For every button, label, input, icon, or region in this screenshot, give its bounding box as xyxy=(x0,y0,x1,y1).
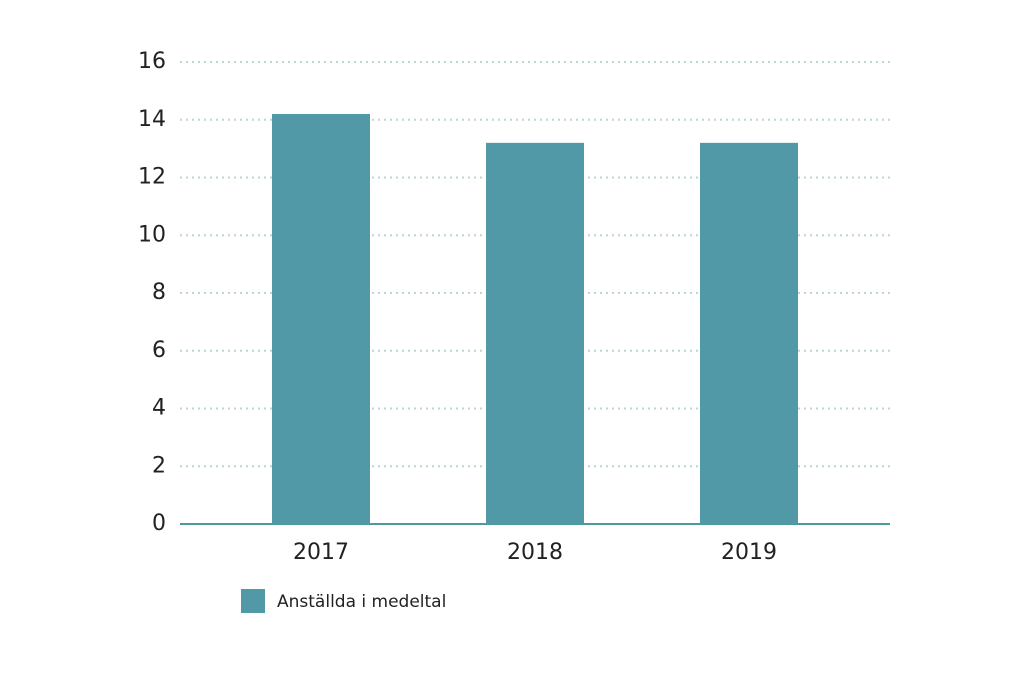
y-tick-label: 12 xyxy=(138,165,166,190)
y-tick-label: 8 xyxy=(152,280,166,305)
y-tick-label: 16 xyxy=(138,49,166,74)
x-tick-label: 2017 xyxy=(293,540,349,565)
x-tick-label: 2019 xyxy=(721,540,777,565)
bar xyxy=(486,142,584,524)
legend-label: Anställda i medeltal xyxy=(277,592,446,612)
x-tick-label: 2018 xyxy=(507,540,563,565)
y-tick-label: 2 xyxy=(152,453,166,478)
bar xyxy=(700,142,798,524)
y-tick-label: 0 xyxy=(152,511,166,536)
y-tick-label: 14 xyxy=(138,107,166,132)
y-tick-label: 4 xyxy=(152,396,166,421)
y-tick-label: 10 xyxy=(138,222,166,247)
y-tick-label: 6 xyxy=(152,338,166,363)
legend-swatch xyxy=(241,589,265,613)
bar xyxy=(272,113,370,524)
